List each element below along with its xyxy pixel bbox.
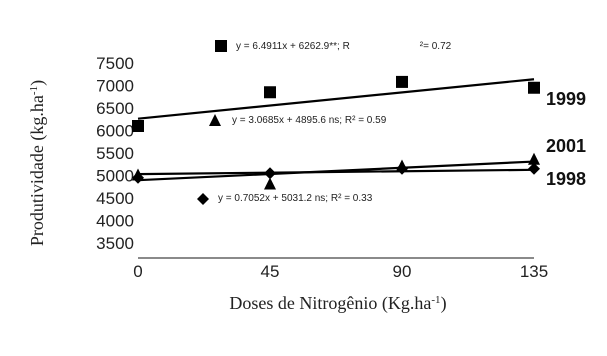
equation-1998: y = 0.7052x + 5031.2 ns; R² = 0.33 <box>218 193 373 204</box>
y-tick-label: 5000 <box>96 167 134 186</box>
data-point-1998 <box>132 171 144 184</box>
data-point-1998 <box>396 162 408 175</box>
x-tick-label: 90 <box>393 262 412 281</box>
series-label-1998: 1998 <box>546 169 586 189</box>
fit-line-1999 <box>137 78 535 120</box>
y-tick-label: 6000 <box>96 122 134 141</box>
equation-marker-1999 <box>215 40 227 52</box>
y-tick-label: 5500 <box>96 144 134 163</box>
equation-marker-2001 <box>209 114 221 126</box>
series-label-1999: 1999 <box>546 89 586 109</box>
x-tick-label: 0 <box>133 262 142 281</box>
y-tick-label: 3500 <box>96 234 134 253</box>
y-tick-label: 4000 <box>96 212 134 231</box>
data-point-1999 <box>264 86 276 99</box>
series-label-2001: 2001 <box>546 136 586 156</box>
fit-lines <box>137 78 535 182</box>
data-point-1998 <box>528 162 540 175</box>
axes: 3500 4000 4500 5000 5500 6000 6500 7000 7500 0 45 9… <box>96 54 548 281</box>
y-tick-label: 7000 <box>96 77 134 96</box>
y-tick-label: 7500 <box>96 54 134 73</box>
data-point-2001 <box>528 152 540 165</box>
data-point-1999 <box>528 81 540 94</box>
markers <box>132 40 540 205</box>
y-tick-label: 4500 <box>96 189 134 208</box>
y-axis-title: Produtividade (kg.ha-1) <box>27 80 48 246</box>
equation-2001: y = 3.0685x + 4895.6 ns; R² = 0.59 <box>232 115 387 126</box>
data-point-1999 <box>132 120 144 132</box>
data-point-1998 <box>264 167 276 180</box>
equation-marker-1998 <box>197 193 209 205</box>
x-tick-label: 135 <box>520 262 548 281</box>
y-tick-label: 6500 <box>96 99 134 118</box>
x-tick-label: 45 <box>261 262 280 281</box>
data-point-1999 <box>396 75 408 88</box>
data-point-2001 <box>264 177 276 190</box>
equation-1999: y = 6.4911x + 6262.9**; R ²= 0.72 <box>236 41 452 52</box>
fit-line-1998 <box>137 168 535 176</box>
x-axis-title: Doses de Nitrogênio (Kg.ha-1) <box>229 293 446 314</box>
